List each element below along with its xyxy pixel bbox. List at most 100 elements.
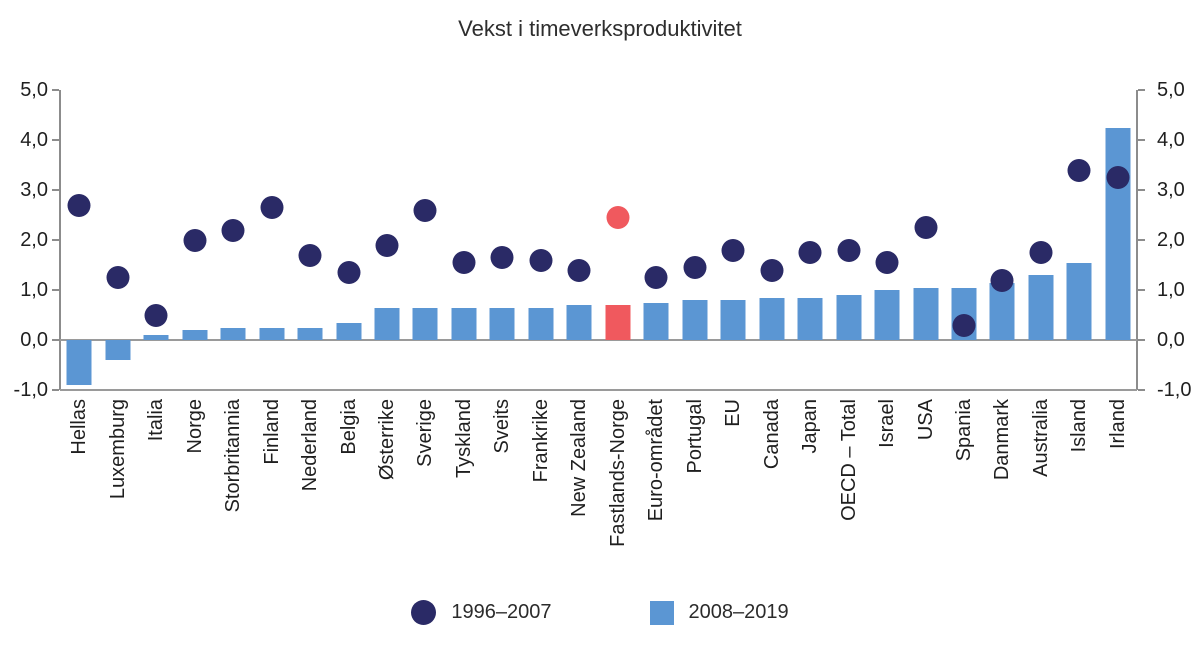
column-EU xyxy=(714,90,752,390)
bar-Luxemburg xyxy=(105,340,131,360)
x-label-cell: Portugal xyxy=(676,399,714,589)
legend-square-icon xyxy=(649,600,674,625)
x-label-cell: Danmark xyxy=(983,399,1021,589)
bar-Fastlands-Norge xyxy=(605,305,631,340)
chart-title: Vekst i timeverksproduktivitet xyxy=(458,16,742,41)
column-Portugal xyxy=(676,90,714,390)
x-label-cell: Norge xyxy=(175,399,213,589)
bottom-axis-line xyxy=(60,389,1137,391)
column-Spania xyxy=(945,90,983,390)
right-y-label-5,0: 5,0 xyxy=(1157,79,1185,101)
dot-Fastlands-Norge xyxy=(606,206,630,229)
x-label-cell: Østerrike xyxy=(368,399,406,589)
right-y-label-3,0: 3,0 xyxy=(1157,179,1185,201)
x-label-Israel: Israel xyxy=(876,399,899,448)
bar-Japan xyxy=(797,297,823,340)
x-label-cell: Hellas xyxy=(60,399,98,589)
x-label-cell: Italia xyxy=(137,399,175,589)
x-label-cell: OECD – Total xyxy=(829,399,867,589)
bar-OECD – Total xyxy=(836,295,862,340)
x-label-cell: Japan xyxy=(791,399,829,589)
bar-Norge xyxy=(182,330,208,340)
x-label-cell: Frankrike xyxy=(522,399,560,589)
bar-Nederland xyxy=(297,327,323,340)
dot-USA xyxy=(914,216,938,239)
x-label-Fastlands-Norge: Fastlands-Norge xyxy=(606,399,629,547)
x-label-cell: Storbritannia xyxy=(214,399,252,589)
dot-EU xyxy=(721,238,745,262)
column-Sveits xyxy=(483,90,521,390)
column-Sverige xyxy=(406,90,444,390)
x-label-cell: USA xyxy=(906,399,944,589)
left-y-label-4,0: 4,0 xyxy=(20,129,48,151)
legend: 1996–2007 2008–2019 xyxy=(0,600,1200,625)
dot-Storbritannia xyxy=(221,218,245,242)
x-label-Norge: Norge xyxy=(183,399,206,454)
x-label-cell: Australia xyxy=(1022,399,1060,589)
x-label-Østerrike: Østerrike xyxy=(375,399,398,481)
column-Østerrike xyxy=(368,90,406,390)
x-axis-labels: Hellas Luxemburg Italia Norge Storbritannia F… xyxy=(60,399,1137,589)
column-USA xyxy=(906,90,944,390)
column-OECD – Total xyxy=(829,90,867,390)
left-tick-2,0 xyxy=(52,239,59,241)
chart-columns xyxy=(60,90,1137,390)
right-tick--1,0 xyxy=(1138,389,1145,391)
right-y-label-0,0: 0,0 xyxy=(1157,329,1185,351)
legend-item-bars: 2008–2019 xyxy=(649,600,789,625)
x-label-Frankrike: Frankrike xyxy=(529,399,552,483)
left-y-label-3,0: 3,0 xyxy=(20,179,48,201)
dot-Israel xyxy=(875,251,899,274)
right-tick-0,0 xyxy=(1138,339,1145,341)
right-tick-1,0 xyxy=(1138,289,1145,291)
right-tick-4,0 xyxy=(1138,139,1145,141)
x-label-cell: Israel xyxy=(868,399,906,589)
column-Hellas xyxy=(60,90,98,390)
column-Belgia xyxy=(329,90,367,390)
legend-circle-icon xyxy=(411,600,437,625)
left-y-label-5,0: 5,0 xyxy=(20,79,48,101)
x-label-Australia: Australia xyxy=(1029,399,1052,477)
x-label-Sveits: Sveits xyxy=(491,399,514,454)
left-axis-line xyxy=(59,90,61,390)
x-label-cell: Finland xyxy=(252,399,290,589)
bar-Israel xyxy=(874,290,900,340)
bar-Italia xyxy=(143,335,169,340)
x-label-New Zealand: New Zealand xyxy=(568,399,591,517)
column-Italia xyxy=(137,90,175,390)
x-label-Island: Island xyxy=(1068,399,1091,453)
right-tick-2,0 xyxy=(1138,239,1145,241)
x-label-USA: USA xyxy=(914,399,937,441)
x-label-cell: EU xyxy=(714,399,752,589)
right-y-label-1,0: 1,0 xyxy=(1157,279,1185,301)
bar-USA xyxy=(913,287,939,340)
bar-Australia xyxy=(1028,275,1054,340)
left-y-label--1,0: -1,0 xyxy=(13,379,48,401)
left-tick-3,0 xyxy=(52,189,59,191)
x-label-cell: Tyskland xyxy=(445,399,483,589)
dot-Tyskland xyxy=(452,251,476,274)
left-y-label-1,0: 1,0 xyxy=(20,279,48,301)
column-New Zealand xyxy=(560,90,598,390)
left-tick-1,0 xyxy=(52,289,59,291)
x-label-Danmark: Danmark xyxy=(991,399,1014,481)
column-Island xyxy=(1060,90,1098,390)
x-label-cell: Belgia xyxy=(329,399,367,589)
x-label-Italia: Italia xyxy=(145,399,168,442)
x-label-cell: Canada xyxy=(752,399,790,589)
bar-Sverige xyxy=(412,307,438,340)
x-label-cell: Sveits xyxy=(483,399,521,589)
left-tick-4,0 xyxy=(52,139,59,141)
bar-Belgia xyxy=(336,322,362,340)
left-y-label-2,0: 2,0 xyxy=(20,229,48,251)
x-label-cell: Euro-området xyxy=(637,399,675,589)
x-label-Japan: Japan xyxy=(799,399,822,454)
column-Nederland xyxy=(291,90,329,390)
x-label-Portugal: Portugal xyxy=(683,399,706,474)
right-y-label-2,0: 2,0 xyxy=(1157,229,1185,251)
dot-Norge xyxy=(183,228,207,252)
x-label-Spania: Spania xyxy=(953,399,976,462)
right-tick-5,0 xyxy=(1138,89,1145,91)
bar-Tyskland xyxy=(451,307,477,340)
bar-EU xyxy=(720,300,746,340)
